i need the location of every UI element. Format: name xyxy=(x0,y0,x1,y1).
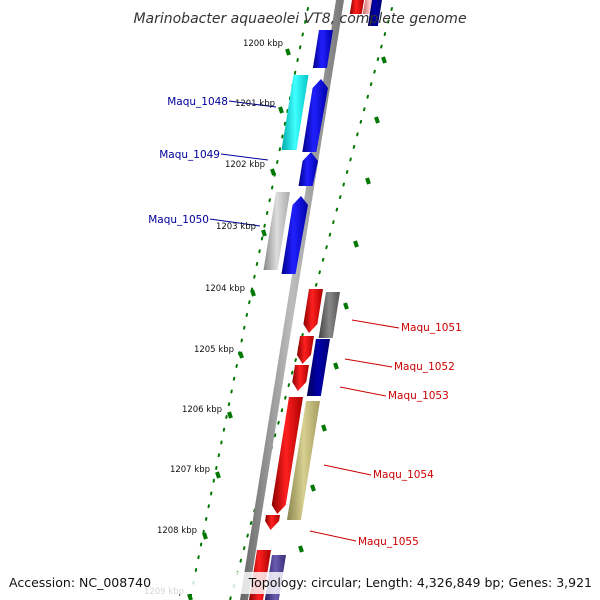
tick-mark xyxy=(298,545,304,553)
inner-ruler-line xyxy=(189,7,309,600)
genome-backbone xyxy=(240,0,344,600)
tick-label: 1200 kbp xyxy=(243,39,283,49)
leader-line xyxy=(351,319,400,329)
tick-label: 1204 kbp xyxy=(205,284,245,294)
gene-feature-forward xyxy=(298,152,318,186)
tick-mark xyxy=(187,593,193,600)
tick-mark xyxy=(333,362,339,370)
gene-feature-maqu-1054-olive xyxy=(286,401,320,520)
leader-line xyxy=(339,386,387,397)
tick-mark xyxy=(310,484,316,492)
footer-background xyxy=(0,572,600,594)
topology-text: Topology: circular; Length: 4,326,849 bp… xyxy=(248,575,592,590)
tick-mark xyxy=(270,168,276,176)
tick-mark xyxy=(261,229,267,237)
tick-label: 1205 kbp xyxy=(194,345,234,355)
gene-label-right[interactable]: Maqu_1052 xyxy=(394,361,455,373)
gene-feature-partial xyxy=(367,0,382,26)
tick-labels: 1200 kbp 1201 kbp 1202 kbp 1203 kbp 1204 kbp… xyxy=(144,39,283,597)
leader-line xyxy=(209,218,261,227)
gene-label-right[interactable]: Maqu_1054 xyxy=(373,469,434,481)
leader-line xyxy=(323,464,372,476)
gene-feature-forward xyxy=(281,196,308,274)
tick-label: 1203 kbp xyxy=(216,222,256,232)
gene-label-left[interactable]: Maqu_1049 xyxy=(159,149,220,161)
gene-features xyxy=(249,0,382,600)
tick-label: 1207 kbp xyxy=(170,465,210,475)
gene-feature-maqu-1050-gray xyxy=(263,192,290,270)
tick-label: 1202 kbp xyxy=(225,160,265,170)
tick-label: 1206 kbp xyxy=(182,405,222,415)
leader-line xyxy=(309,530,357,542)
gene-label-right[interactable]: Maqu_1055 xyxy=(358,536,419,548)
tick-mark xyxy=(381,56,387,64)
tick-mark xyxy=(353,240,359,248)
gene-feature-forward xyxy=(302,79,328,152)
tick-mark xyxy=(374,116,380,124)
tick-mark xyxy=(202,532,208,540)
tick-mark xyxy=(343,302,349,310)
gene-feature-partial xyxy=(312,30,333,68)
gene-label-left[interactable]: Maqu_1050 xyxy=(148,214,209,226)
tick-mark xyxy=(238,351,244,359)
gene-feature-maqu-1048-rna xyxy=(281,75,309,150)
gene-feature-reverse xyxy=(271,397,303,514)
tick-mark xyxy=(285,48,291,56)
gene-feature-partial xyxy=(349,0,364,14)
gene-labels: Maqu_1048 Maqu_1049 Maqu_1050 Maqu_1051 Maqu… xyxy=(148,96,462,548)
gene-feature-reverse xyxy=(292,365,309,391)
label-leaders xyxy=(209,100,400,542)
gene-feature-maqu-1051 xyxy=(303,289,323,333)
ruler-ticks xyxy=(187,48,387,600)
gene-feature-reverse xyxy=(265,515,280,530)
gene-feature-maqu-1051-gray xyxy=(318,292,340,338)
leader-line xyxy=(228,100,277,108)
gene-label-right[interactable]: Maqu_1051 xyxy=(401,322,462,334)
tick-mark xyxy=(227,411,233,419)
accession-text: Accession: NC_008740 xyxy=(9,575,151,590)
gene-feature-maqu-1052-navy xyxy=(306,339,330,396)
leader-line xyxy=(220,153,269,161)
tick-mark xyxy=(278,106,284,114)
gene-feature-reverse xyxy=(296,336,314,364)
tick-mark xyxy=(215,471,221,479)
leader-line xyxy=(344,358,393,368)
tick-label: 1201 kbp xyxy=(235,99,275,109)
map-title: Marinobacter aquaeolei VT8, complete gen… xyxy=(133,11,466,27)
tick-mark xyxy=(250,289,256,297)
gene-label-right[interactable]: Maqu_1053 xyxy=(388,390,449,402)
tick-label: 1208 kbp xyxy=(157,526,197,536)
tick-mark xyxy=(365,177,371,185)
tick-mark xyxy=(321,424,327,432)
gene-label-left[interactable]: Maqu_1048 xyxy=(167,96,228,108)
